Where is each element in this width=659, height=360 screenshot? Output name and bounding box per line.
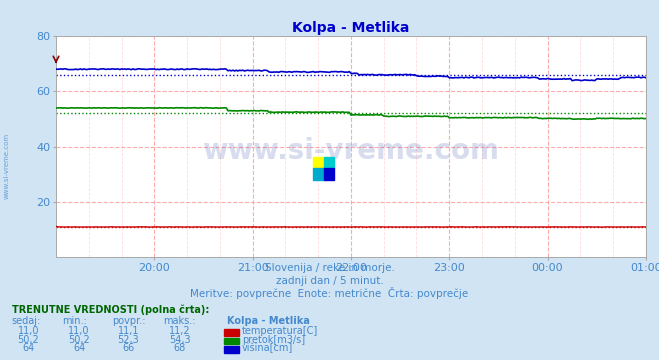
Text: 11,2: 11,2 [169,326,190,336]
Text: zadnji dan / 5 minut.: zadnji dan / 5 minut. [275,276,384,286]
Text: 66: 66 [123,343,134,354]
Text: www.si-vreme.com: www.si-vreme.com [202,137,500,165]
Text: 52,3: 52,3 [117,335,140,345]
Text: 50,2: 50,2 [17,335,40,345]
Text: povpr.:: povpr.: [112,316,146,326]
Text: Kolpa - Metlika: Kolpa - Metlika [227,316,310,326]
Text: 68: 68 [174,343,186,354]
Text: višina[cm]: višina[cm] [242,343,293,354]
Text: 54,3: 54,3 [169,335,190,345]
Text: 64: 64 [73,343,85,354]
Text: 11,0: 11,0 [69,326,90,336]
Title: Kolpa - Metlika: Kolpa - Metlika [292,21,410,35]
Text: 50,2: 50,2 [68,335,90,345]
Text: pretok[m3/s]: pretok[m3/s] [242,335,305,345]
Text: maks.:: maks.: [163,316,196,326]
Text: sedaj:: sedaj: [12,316,41,326]
Text: Meritve: povprečne  Enote: metrične  Črta: povprečje: Meritve: povprečne Enote: metrične Črta:… [190,287,469,299]
Text: min.:: min.: [63,316,88,326]
Text: 11,0: 11,0 [18,326,39,336]
Text: TRENUTNE VREDNOSTI (polna črta):: TRENUTNE VREDNOSTI (polna črta): [12,305,210,315]
Text: 64: 64 [22,343,34,354]
Text: 11,1: 11,1 [118,326,139,336]
Text: www.si-vreme.com: www.si-vreme.com [3,132,10,199]
Text: temperatura[C]: temperatura[C] [242,326,318,336]
Text: Slovenija / reke in morje.: Slovenija / reke in morje. [264,263,395,273]
